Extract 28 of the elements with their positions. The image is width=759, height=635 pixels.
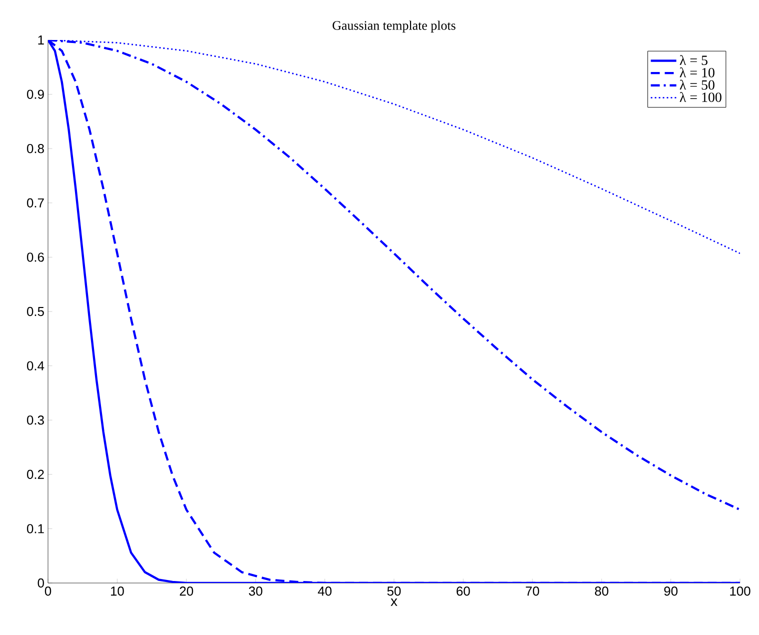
y-tick-label: 0.6 (26, 252, 44, 262)
x-tick-label: 100 (730, 586, 750, 596)
x-tick-label: 90 (664, 586, 678, 596)
x-tick-label: 70 (526, 586, 540, 596)
x-tick-label: 80 (594, 586, 608, 596)
x-tick-label: 0 (44, 586, 52, 596)
y-tick-label: 1 (38, 36, 44, 44)
chart-title: Gaussian template plots (332, 20, 456, 32)
x-tick-label: 20 (180, 586, 194, 596)
x-axis-title: x (390, 598, 398, 606)
legend-label: λ = 50 (680, 80, 714, 90)
legend-label: λ = 5 (680, 55, 708, 66)
y-tick-label: 0.9 (26, 90, 44, 99)
y-tick-label: 0.7 (26, 198, 44, 208)
x-tick-label: 40 (318, 586, 332, 596)
y-tick-label: 0.3 (26, 416, 44, 425)
x-tick-label: 10 (110, 586, 124, 596)
y-tick-label: 0.5 (26, 306, 44, 316)
y-tick-label: 0 (38, 578, 44, 588)
y-tick-label: 0.4 (26, 361, 44, 370)
x-tick-label: 60 (456, 586, 470, 596)
y-tick-label: 0.2 (26, 470, 44, 479)
y-tick-label: 0.1 (26, 524, 44, 534)
x-tick-label: 30 (248, 586, 262, 596)
legend-label: λ = 10 (680, 67, 714, 78)
y-tick-label: 0.8 (26, 144, 44, 154)
legend-label: λ = 100 (680, 92, 722, 102)
x-tick-label: 50 (387, 586, 401, 596)
